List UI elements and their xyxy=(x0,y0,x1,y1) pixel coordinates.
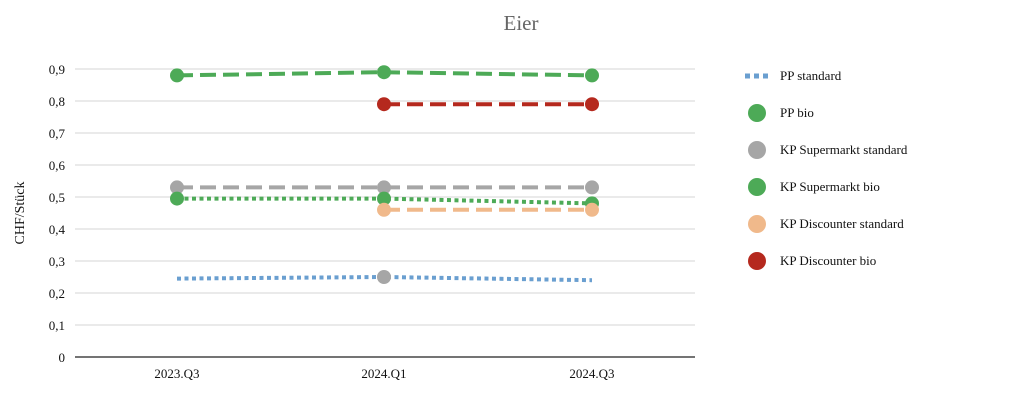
legend-label: KP Discounter bio xyxy=(780,253,876,268)
series-point-4 xyxy=(377,202,391,217)
legend-marker xyxy=(748,104,766,122)
y-tick-label: 0,5 xyxy=(49,190,65,205)
y-axis-label: CHF/Stück xyxy=(13,181,28,244)
y-tick-label: 0,4 xyxy=(49,222,66,237)
y-tick-label: 0,8 xyxy=(49,94,65,109)
y-tick-label: 0,1 xyxy=(49,318,65,333)
series-point-2 xyxy=(377,180,391,195)
y-tick-label: 0 xyxy=(59,350,66,365)
legend-label: KP Supermarkt bio xyxy=(780,179,880,194)
series-point-5 xyxy=(377,97,391,112)
legend-marker xyxy=(748,178,766,196)
series-line-3 xyxy=(177,196,593,206)
legend-label: PP bio xyxy=(780,105,814,120)
series-point-3 xyxy=(377,191,391,206)
x-tick-label: 2024.Q1 xyxy=(361,366,406,381)
series-point-2 xyxy=(585,180,599,195)
series-point-1 xyxy=(585,68,599,83)
y-tick-label: 0,6 xyxy=(49,158,66,173)
chart-title: Eier xyxy=(504,11,539,35)
legend-marker xyxy=(748,252,766,270)
series-line-0 xyxy=(176,274,593,283)
legend-label: KP Discounter standard xyxy=(780,216,904,231)
y-tick-label: 0,2 xyxy=(49,286,65,301)
series-markers xyxy=(170,65,599,284)
y-tick-label: 0,3 xyxy=(49,254,65,269)
series-point-4 xyxy=(585,202,599,217)
series-point-5 xyxy=(585,97,599,112)
y-tick-label: 0,7 xyxy=(49,126,66,141)
annotation-point xyxy=(377,270,391,284)
axes: 0 0,1 0,2 0,3 0,4 0,5 0,6 0,7 0,8 0,9 2023.Q3 2024.… xyxy=(49,62,695,381)
y-tick-label: 0,9 xyxy=(49,62,65,77)
series-point-2 xyxy=(170,180,184,195)
x-tick-label: 2024.Q3 xyxy=(569,366,614,381)
legend: PP standard PP bio KP Supermarkt standard K… xyxy=(745,68,908,270)
series-point-1 xyxy=(377,65,391,80)
series-point-1 xyxy=(170,68,184,83)
series-point-3 xyxy=(170,191,184,206)
legend-marker xyxy=(748,215,766,233)
x-tick-label: 2023.Q3 xyxy=(154,366,199,381)
legend-marker xyxy=(748,141,766,159)
legend-label: PP standard xyxy=(780,68,842,83)
legend-label: KP Supermarkt standard xyxy=(780,142,908,157)
